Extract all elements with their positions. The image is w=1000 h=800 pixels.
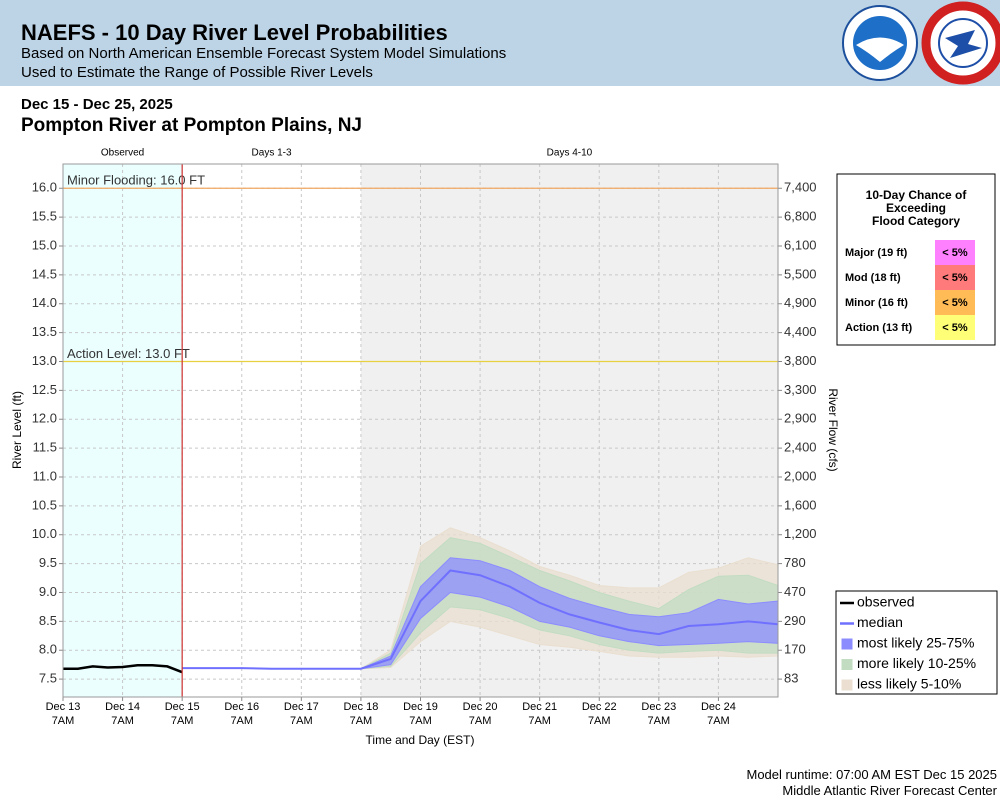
flood-cell <box>935 315 975 340</box>
legend-label: observed <box>857 594 915 610</box>
y2-tick-label: 5,500 <box>784 266 817 281</box>
y2-tick-label: 4,400 <box>784 324 817 339</box>
flood-category: Major (19 ft) <box>845 247 908 259</box>
subtitle: Based on North American Ensemble Forecas… <box>21 45 507 62</box>
x-tick-label: Dec 16 7AM <box>224 701 260 727</box>
y2-tick-label: 1,200 <box>784 526 817 541</box>
plot-frame <box>62 163 779 698</box>
y2-tick-label: 2,900 <box>784 411 817 426</box>
legend-label: more likely 10-25% <box>857 655 976 671</box>
y2-tick-label: 1,600 <box>784 497 817 512</box>
y2-axis-title: River Flow (cfs) <box>826 388 840 471</box>
x-tick-label: Dec 14 7AM <box>105 701 140 727</box>
x-tick-label: Dec 17 7AM <box>283 701 319 727</box>
y-tick-label: 15.5 <box>32 209 57 224</box>
flood-category: Minor (16 ft) <box>845 297 908 309</box>
x-tick-label: Dec 22 7AM <box>581 701 617 727</box>
y2-tick-label: 780 <box>784 555 806 570</box>
x-tick-label: Dec 19 7AM <box>403 701 438 727</box>
flood-cell <box>935 265 975 290</box>
x-tick-label: Dec 15 7AM <box>164 701 200 727</box>
forecast-center: Middle Atlantic River Forecast Center <box>782 783 997 798</box>
flood-chance: < 5% <box>942 297 968 309</box>
legend-swatch <box>841 638 853 650</box>
y-axis-title: River Level (ft) <box>10 391 24 469</box>
y-tick-label: 11.0 <box>33 468 57 483</box>
y-tick-label: 10.5 <box>32 497 57 512</box>
x-tick-label: Dec 18 7AM <box>343 701 379 727</box>
y2-tick-label: 2,400 <box>784 440 817 455</box>
y2-tick-label: 4,900 <box>784 295 817 310</box>
x-tick-label: Dec 23 7AM <box>641 701 677 727</box>
flood-cell <box>935 290 975 315</box>
x-tick-label: Dec 21 7AM <box>522 701 558 727</box>
y-tick-label: 13.0 <box>32 353 57 368</box>
y2-tick-label: 6,800 <box>784 209 817 224</box>
x-axis-title: Time and Day (EST) <box>366 733 475 747</box>
y-tick-label: 12.5 <box>32 382 57 397</box>
x-tick-label: Dec 20 7AM <box>462 701 498 727</box>
y-tick-label: 8.0 <box>39 642 57 657</box>
flood-cell <box>935 240 975 265</box>
flood-chance: < 5% <box>942 272 968 284</box>
runtime: Model runtime: 07:00 AM EST Dec 15 2025 <box>746 767 997 782</box>
flood-category: Mod (18 ft) <box>845 272 901 284</box>
y2-tick-label: 2,000 <box>784 468 817 483</box>
x-tick-label: Dec 24 7AM <box>700 701 736 727</box>
threshold-label: Action Level: 13.0 FT <box>67 346 190 361</box>
location: Pompton River at Pompton Plains, NJ <box>21 115 362 136</box>
y-tick-label: 14.0 <box>32 295 57 310</box>
y-tick-label: 9.0 <box>39 584 57 599</box>
date-range: Dec 15 - Dec 25, 2025 <box>21 96 173 113</box>
nws-logo <box>921 1 1000 85</box>
y2-tick-label: 470 <box>784 584 806 599</box>
y2-tick-label: 290 <box>784 613 806 628</box>
region <box>182 164 361 697</box>
y-tick-label: 11.5 <box>33 440 57 455</box>
legend-label: median <box>857 614 903 630</box>
y2-tick-label: 3,800 <box>784 353 817 368</box>
legend-swatch <box>841 679 853 691</box>
legend-label: most likely 25-75% <box>857 635 975 651</box>
y-tick-label: 10.0 <box>32 526 57 541</box>
legend-label: less likely 5-10% <box>857 676 961 692</box>
flood-chance: < 5% <box>942 247 968 259</box>
flood-table-title: 10-Day Chance of Exceeding Flood Categor… <box>865 188 967 228</box>
y2-tick-label: 83 <box>784 671 798 686</box>
y-tick-label: 15.0 <box>32 237 57 252</box>
line <box>182 569 779 670</box>
y2-tick-label: 7,400 <box>784 180 817 195</box>
y2-tick-label: 3,300 <box>784 382 817 397</box>
flood-category: Action (13 ft) <box>845 322 913 334</box>
line <box>63 663 183 674</box>
y-tick-label: 16.0 <box>32 180 57 195</box>
y2-tick-label: 170 <box>784 642 806 657</box>
legend-box <box>835 590 998 695</box>
noaa-logo <box>842 5 918 81</box>
legend-swatch <box>841 659 853 670</box>
y-tick-label: 14.5 <box>32 266 57 281</box>
x-tick-label: Dec 13 7AM <box>45 701 81 727</box>
y2-tick-label: 6,100 <box>784 237 817 252</box>
region-label: Days 1-3 <box>252 148 292 159</box>
threshold-label: Minor Flooding: 16.0 FT <box>67 173 205 188</box>
y-tick-label: 9.5 <box>39 555 57 570</box>
region-label: Observed <box>101 148 144 159</box>
region-label: Days 4-10 <box>547 148 593 159</box>
y-tick-label: 7.5 <box>39 671 57 686</box>
header-band <box>0 0 1000 86</box>
flood-chance: < 5% <box>942 322 968 334</box>
subtitle: Used to Estimate the Range of Possible R… <box>21 64 373 81</box>
y-tick-label: 8.5 <box>39 613 57 628</box>
y-tick-label: 13.5 <box>32 324 57 339</box>
title: NAEFS - 10 Day River Level Probabilities <box>21 20 448 45</box>
y-tick-label: 12.0 <box>32 411 57 426</box>
